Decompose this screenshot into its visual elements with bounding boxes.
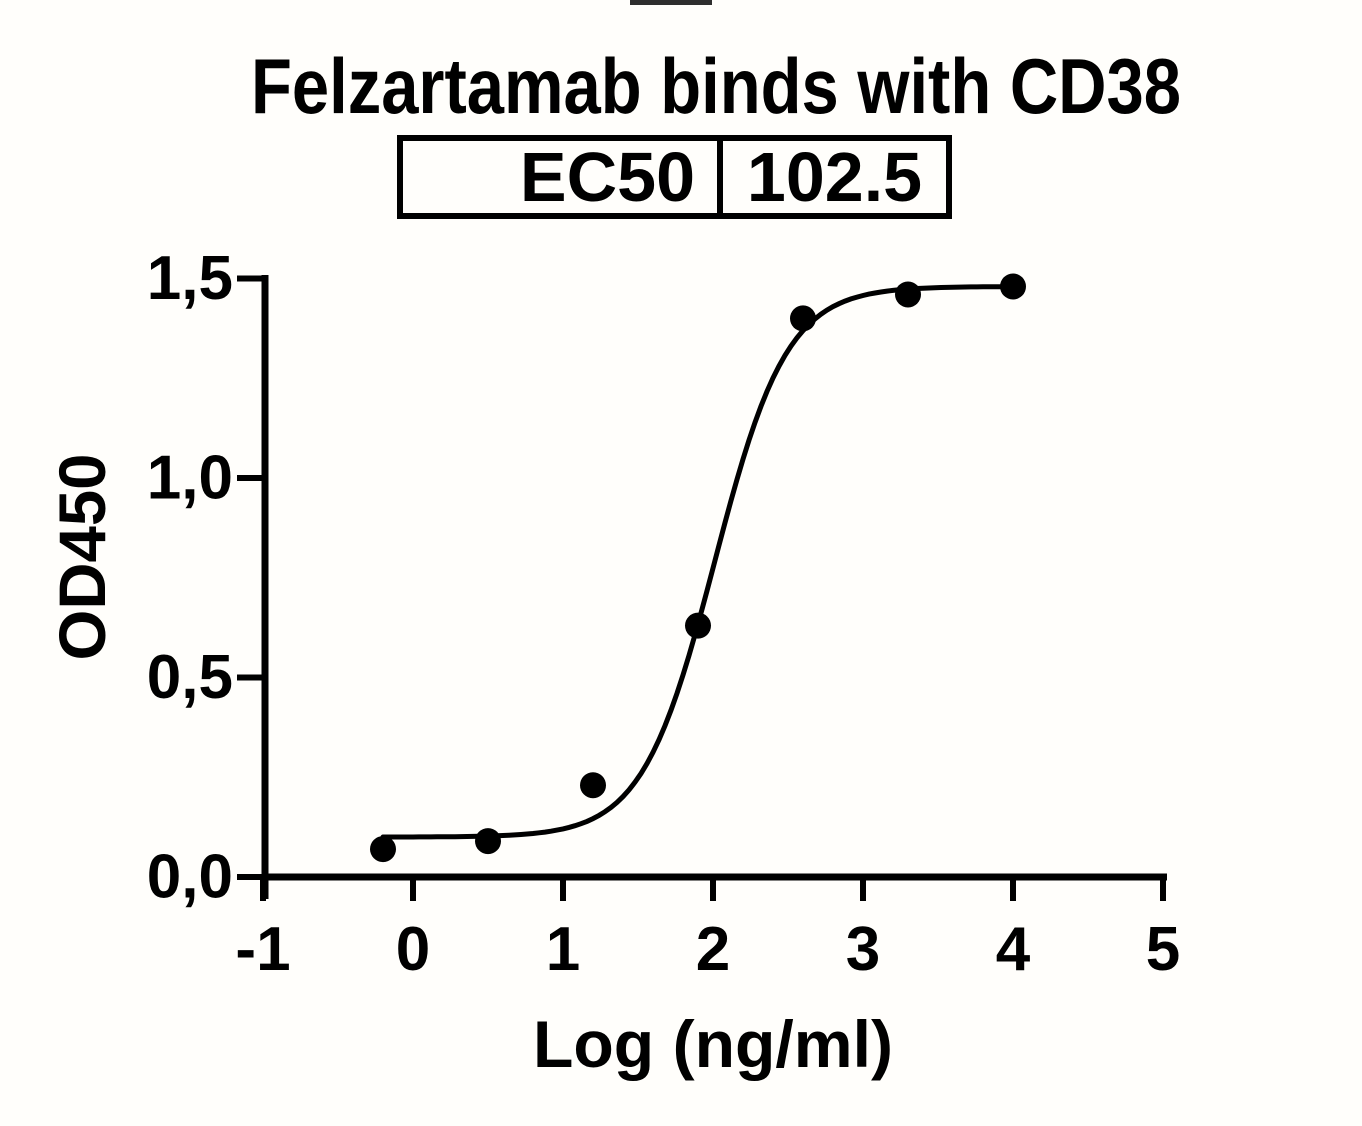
- data-point: [1000, 273, 1026, 300]
- chart-title: Felzartamab binds with CD38: [251, 42, 1181, 130]
- ec50-table: EC50 102.5: [397, 135, 952, 219]
- x-tick-label: -1: [235, 915, 290, 984]
- ec50-table-label-cell: EC50: [403, 138, 723, 216]
- x-tick-label: 0: [396, 915, 430, 984]
- ec50-table-value-cell: 102.5: [723, 138, 946, 216]
- x-tick-label: 4: [996, 915, 1031, 984]
- data-points: [370, 273, 1026, 863]
- data-point: [895, 281, 921, 308]
- fit-curve: [380, 284, 1016, 840]
- y-tick-label: 1,0: [147, 444, 233, 513]
- x-ticks: [260, 877, 1166, 901]
- x-tick-label: 3: [846, 915, 880, 984]
- x-tick-label: 5: [1146, 915, 1180, 984]
- ec50-label: EC50: [519, 138, 695, 216]
- x-tick-label: 2: [696, 915, 730, 984]
- data-point: [790, 305, 816, 332]
- y-tick-label: 0,5: [147, 643, 233, 712]
- data-point: [370, 836, 396, 863]
- data-point: [475, 828, 501, 855]
- x-tick-label: 1: [546, 915, 580, 984]
- cropped-line-artifact: [630, 0, 712, 5]
- data-point: [685, 612, 711, 639]
- y-tick-label: 1,5: [147, 244, 233, 313]
- y-axis-title: OD450: [45, 454, 119, 661]
- ec50-value: 102.5: [746, 138, 923, 216]
- y-tick-labels: 0,0 0,5 1,0 1,5: [147, 244, 233, 912]
- x-axis-title: Log (ng/ml): [533, 1007, 893, 1081]
- y-tick-label: 0,0: [147, 843, 233, 912]
- x-tick-labels: -1 0 1 2 3 4 5: [235, 915, 1180, 984]
- data-point: [580, 772, 606, 799]
